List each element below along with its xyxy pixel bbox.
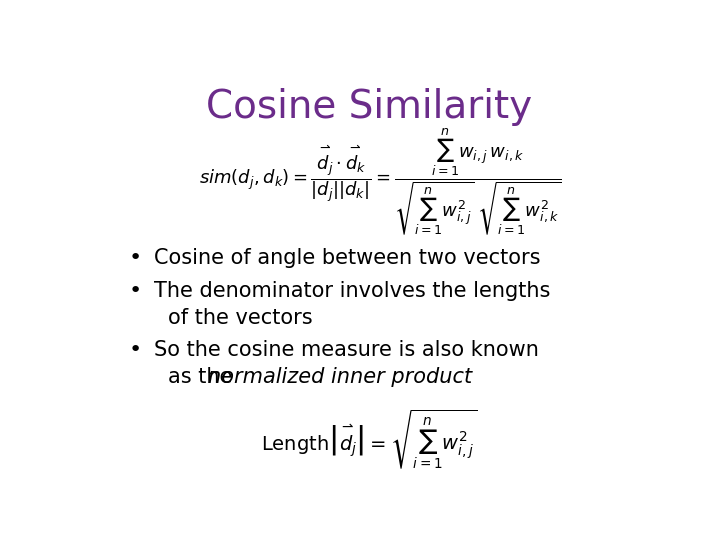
Text: •: •	[129, 281, 143, 301]
Text: So the cosine measure is also known: So the cosine measure is also known	[154, 340, 539, 360]
Text: normalized inner product: normalized inner product	[208, 367, 472, 387]
Text: The denominator involves the lengths: The denominator involves the lengths	[154, 281, 551, 301]
Text: Cosine Similarity: Cosine Similarity	[206, 87, 532, 126]
Text: $\mathrm{Length}\left|\overset{\rightharpoonup}{d_j}\right| = \sqrt{\sum_{i=1}^{: $\mathrm{Length}\left|\overset{\righthar…	[261, 407, 477, 471]
Text: •: •	[129, 248, 143, 268]
Text: •: •	[129, 340, 143, 360]
Text: Cosine of angle between two vectors: Cosine of angle between two vectors	[154, 248, 541, 268]
Text: as the: as the	[168, 367, 239, 387]
Text: $sim(d_j, d_k) = \dfrac{\overset{\rightharpoonup}{d_j} \cdot \overset{\rightharp: $sim(d_j, d_k) = \dfrac{\overset{\righth…	[199, 126, 562, 237]
Text: of the vectors: of the vectors	[168, 308, 312, 328]
